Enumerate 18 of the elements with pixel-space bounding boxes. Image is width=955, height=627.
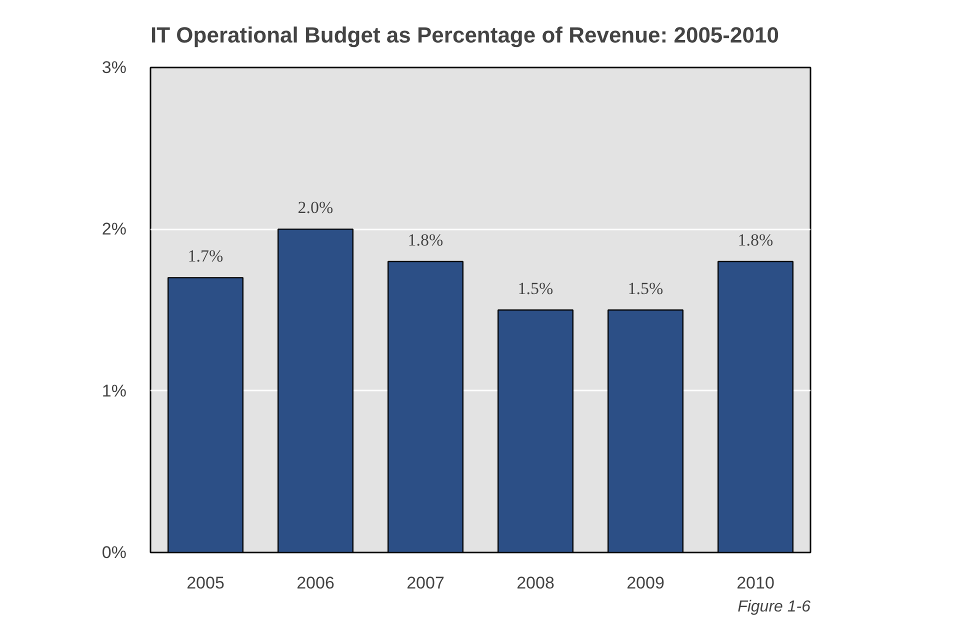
data-label: 1.5% — [628, 279, 664, 298]
x-tick-label: 2009 — [626, 574, 664, 592]
y-tick-label: 3% — [102, 58, 127, 77]
x-tick-label: 2008 — [516, 574, 554, 592]
x-tick-label: 2006 — [296, 574, 334, 592]
chart-title: IT Operational Budget as Percentage of Revenue: 2005-2010 — [150, 22, 779, 48]
x-tick-label: 2010 — [736, 574, 774, 592]
data-label: 1.8% — [738, 230, 774, 250]
data-label: 2.0% — [298, 198, 334, 218]
data-label: 1.8% — [408, 230, 444, 250]
x-tick-label: 2007 — [406, 574, 444, 592]
y-tick-label: 2% — [102, 220, 127, 239]
x-tick-label: 2005 — [186, 574, 224, 592]
data-label: 1.7% — [188, 246, 224, 266]
y-tick-label: 1% — [102, 381, 127, 400]
data-label: 1.5% — [518, 279, 554, 298]
y-tick-label: 0% — [102, 543, 127, 562]
caption: Figure 1-6 — [738, 598, 811, 616]
